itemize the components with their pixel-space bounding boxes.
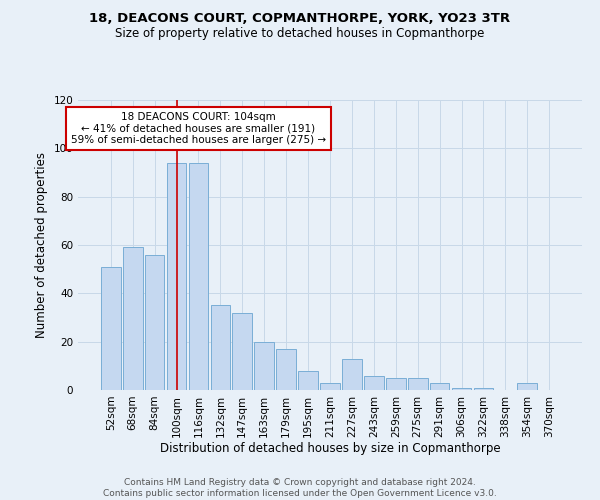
Text: Distribution of detached houses by size in Copmanthorpe: Distribution of detached houses by size …	[160, 442, 500, 455]
Bar	[254, 342, 274, 390]
Bar	[473, 388, 493, 390]
Bar	[232, 312, 252, 390]
Bar	[408, 378, 428, 390]
Bar	[342, 358, 362, 390]
Bar	[101, 267, 121, 390]
Y-axis label: Number of detached properties: Number of detached properties	[35, 152, 48, 338]
Bar	[276, 349, 296, 390]
Bar	[123, 248, 143, 390]
Bar	[364, 376, 384, 390]
Bar	[188, 163, 208, 390]
Bar	[452, 388, 472, 390]
Bar	[211, 306, 230, 390]
Bar	[145, 254, 164, 390]
Bar	[298, 370, 318, 390]
Bar	[430, 383, 449, 390]
Text: Size of property relative to detached houses in Copmanthorpe: Size of property relative to detached ho…	[115, 28, 485, 40]
Text: 18, DEACONS COURT, COPMANTHORPE, YORK, YO23 3TR: 18, DEACONS COURT, COPMANTHORPE, YORK, Y…	[89, 12, 511, 26]
Text: 18 DEACONS COURT: 104sqm
← 41% of detached houses are smaller (191)
59% of semi-: 18 DEACONS COURT: 104sqm ← 41% of detach…	[71, 112, 326, 146]
Bar	[167, 163, 187, 390]
Bar	[517, 383, 537, 390]
Bar	[386, 378, 406, 390]
Text: Contains HM Land Registry data © Crown copyright and database right 2024.
Contai: Contains HM Land Registry data © Crown c…	[103, 478, 497, 498]
Bar	[320, 383, 340, 390]
